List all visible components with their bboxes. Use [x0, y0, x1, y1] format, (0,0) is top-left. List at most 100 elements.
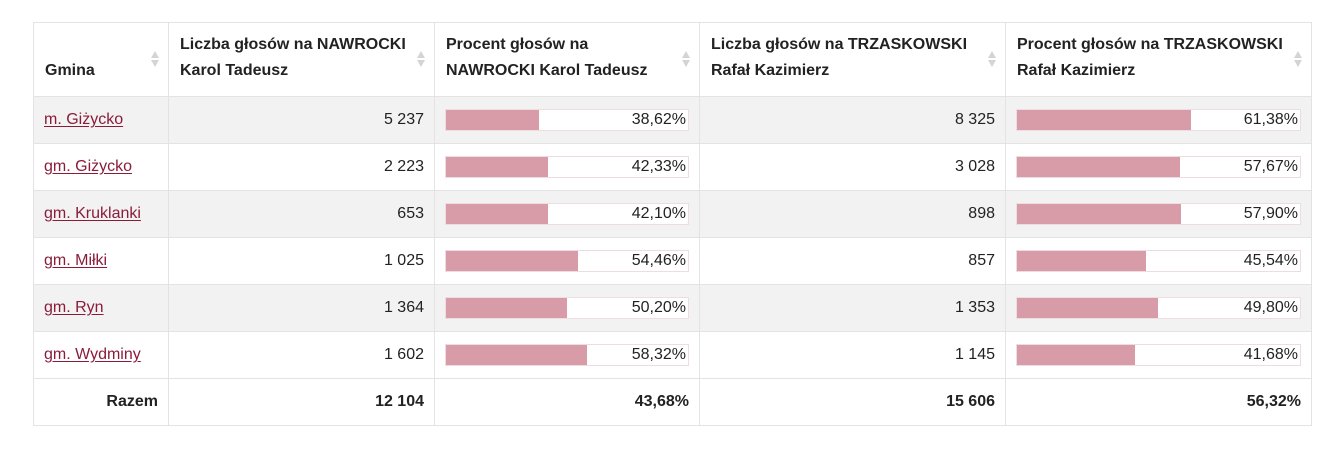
header-label: Procent głosów na TRZASKOWSKI Rafał Kazi… — [1017, 36, 1283, 79]
header-label: Liczba głosów na TRZASKOWSKI Rafał Kazim… — [711, 36, 968, 79]
header-label: Procent głosów na NAWROCKI Karol Tadeusz — [446, 36, 648, 79]
gmina-link[interactable]: gm. Ryn — [44, 299, 104, 316]
results-table-container: Gmina Liczba głosów na NAWROCKI Karol Ta… — [33, 22, 1312, 426]
gmina-link[interactable]: gm. Miłki — [44, 252, 108, 269]
gmina-link[interactable]: gm. Kruklanki — [44, 205, 141, 222]
nawrocki-pct-bar-fill — [446, 345, 588, 365]
sort-icon[interactable] — [1294, 51, 1302, 67]
nawrocki-pct-cell: 54,46% — [434, 237, 700, 285]
trzaskowski-pct-bar: 49,80% — [1016, 297, 1301, 319]
trzaskowski-pct-cell: 49,80% — [1005, 284, 1312, 332]
nawrocki-pct-bar: 58,32% — [445, 344, 689, 366]
gmina-link[interactable]: m. Giżycko — [44, 111, 124, 128]
nawrocki-votes-cell: 2 223 — [168, 143, 435, 191]
nawrocki-pct-value: 54,46% — [631, 252, 686, 269]
header-label: Gmina — [45, 62, 95, 79]
nawrocki-pct-bar: 50,20% — [445, 297, 689, 319]
trzaskowski-pct-bar: 45,54% — [1016, 250, 1301, 272]
gmina-cell: gm. Miłki — [33, 237, 169, 285]
trzaskowski-pct-value: 45,54% — [1243, 252, 1298, 269]
total-trzaskowski-votes: 15 606 — [699, 378, 1006, 426]
total-trzaskowski-pct: 56,32% — [1005, 378, 1312, 426]
sort-icon[interactable] — [417, 51, 425, 67]
total-row: Razem 12 104 43,68% 15 606 56,32% — [33, 378, 1312, 426]
nawrocki-votes-cell: 1 602 — [168, 331, 435, 379]
nawrocki-pct-cell: 50,20% — [434, 284, 700, 332]
trzaskowski-votes-cell: 3 028 — [699, 143, 1006, 191]
nawrocki-pct-value: 58,32% — [631, 346, 686, 363]
trzaskowski-pct-cell: 45,54% — [1005, 237, 1312, 285]
table-row: gm. Kruklanki 653 42,10% 898 57,90% — [33, 190, 1312, 238]
trzaskowski-pct-bar-fill — [1017, 251, 1146, 271]
trzaskowski-pct-bar-fill — [1017, 298, 1158, 318]
sort-icon[interactable] — [151, 51, 159, 67]
table-row: gm. Ryn 1 364 50,20% 1 353 49,80% — [33, 284, 1312, 332]
trzaskowski-pct-bar-fill — [1017, 110, 1191, 130]
nawrocki-pct-cell: 58,32% — [434, 331, 700, 379]
total-label: Razem — [33, 378, 169, 426]
total-nawrocki-pct: 43,68% — [434, 378, 700, 426]
nawrocki-votes-cell: 1 025 — [168, 237, 435, 285]
trzaskowski-votes-cell: 898 — [699, 190, 1006, 238]
nawrocki-pct-bar-fill — [446, 251, 578, 271]
results-table: Gmina Liczba głosów na NAWROCKI Karol Ta… — [33, 22, 1312, 426]
nawrocki-pct-bar: 54,46% — [445, 250, 689, 272]
trzaskowski-pct-bar: 57,90% — [1016, 203, 1301, 225]
trzaskowski-votes-cell: 8 325 — [699, 96, 1006, 144]
trzaskowski-pct-cell: 41,68% — [1005, 331, 1312, 379]
nawrocki-pct-value: 42,33% — [631, 158, 686, 175]
nawrocki-pct-cell: 38,62% — [434, 96, 700, 144]
table-row: gm. Giżycko 2 223 42,33% 3 028 57,67% — [33, 143, 1312, 191]
trzaskowski-pct-cell: 61,38% — [1005, 96, 1312, 144]
trzaskowski-votes-cell: 1 145 — [699, 331, 1006, 379]
nawrocki-pct-bar-fill — [446, 157, 549, 177]
header-trzaskowski-votes[interactable]: Liczba głosów na TRZASKOWSKI Rafał Kazim… — [699, 22, 1006, 97]
nawrocki-pct-cell: 42,10% — [434, 190, 700, 238]
trzaskowski-pct-value: 41,68% — [1243, 346, 1298, 363]
header-nawrocki-pct[interactable]: Procent głosów na NAWROCKI Karol Tadeusz — [434, 22, 700, 97]
nawrocki-pct-bar-fill — [446, 204, 548, 224]
sort-icon[interactable] — [988, 51, 996, 67]
gmina-cell: gm. Ryn — [33, 284, 169, 332]
gmina-cell: gm. Kruklanki — [33, 190, 169, 238]
trzaskowski-pct-bar: 61,38% — [1016, 109, 1301, 131]
trzaskowski-pct-value: 49,80% — [1243, 299, 1298, 316]
gmina-cell: gm. Wydminy — [33, 331, 169, 379]
header-label: Liczba głosów na NAWROCKI Karol Tadeusz — [180, 36, 406, 79]
trzaskowski-pct-cell: 57,67% — [1005, 143, 1312, 191]
trzaskowski-pct-bar: 41,68% — [1016, 344, 1301, 366]
nawrocki-pct-bar-fill — [446, 298, 568, 318]
nawrocki-pct-value: 42,10% — [631, 205, 686, 222]
trzaskowski-pct-bar-fill — [1017, 345, 1135, 365]
table-row: gm. Wydminy 1 602 58,32% 1 145 41,68% — [33, 331, 1312, 379]
header-trzaskowski-pct[interactable]: Procent głosów na TRZASKOWSKI Rafał Kazi… — [1005, 22, 1312, 97]
gmina-link[interactable]: gm. Giżycko — [44, 158, 133, 175]
gmina-link[interactable]: gm. Wydminy — [44, 346, 141, 363]
trzaskowski-votes-cell: 857 — [699, 237, 1006, 285]
nawrocki-pct-bar: 38,62% — [445, 109, 689, 131]
trzaskowski-pct-cell: 57,90% — [1005, 190, 1312, 238]
trzaskowski-pct-bar: 57,67% — [1016, 156, 1301, 178]
nawrocki-pct-cell: 42,33% — [434, 143, 700, 191]
nawrocki-votes-cell: 1 364 — [168, 284, 435, 332]
table-row: m. Giżycko 5 237 38,62% 8 325 61,38% — [33, 96, 1312, 144]
trzaskowski-pct-bar-fill — [1017, 204, 1181, 224]
table-row: gm. Miłki 1 025 54,46% 857 45,54% — [33, 237, 1312, 285]
nawrocki-votes-cell: 653 — [168, 190, 435, 238]
nawrocki-pct-bar-fill — [446, 110, 540, 130]
gmina-cell: gm. Giżycko — [33, 143, 169, 191]
trzaskowski-pct-value: 57,90% — [1243, 205, 1298, 222]
trzaskowski-pct-bar-fill — [1017, 157, 1181, 177]
table-header-row: Gmina Liczba głosów na NAWROCKI Karol Ta… — [33, 22, 1312, 97]
trzaskowski-pct-value: 61,38% — [1243, 111, 1298, 128]
nawrocki-pct-value: 50,20% — [631, 299, 686, 316]
gmina-cell: m. Giżycko — [33, 96, 169, 144]
trzaskowski-votes-cell: 1 353 — [699, 284, 1006, 332]
nawrocki-votes-cell: 5 237 — [168, 96, 435, 144]
nawrocki-pct-bar: 42,33% — [445, 156, 689, 178]
header-nawrocki-votes[interactable]: Liczba głosów na NAWROCKI Karol Tadeusz — [168, 22, 435, 97]
trzaskowski-pct-value: 57,67% — [1243, 158, 1298, 175]
nawrocki-pct-bar: 42,10% — [445, 203, 689, 225]
sort-icon[interactable] — [682, 51, 690, 67]
header-gmina[interactable]: Gmina — [33, 22, 169, 97]
